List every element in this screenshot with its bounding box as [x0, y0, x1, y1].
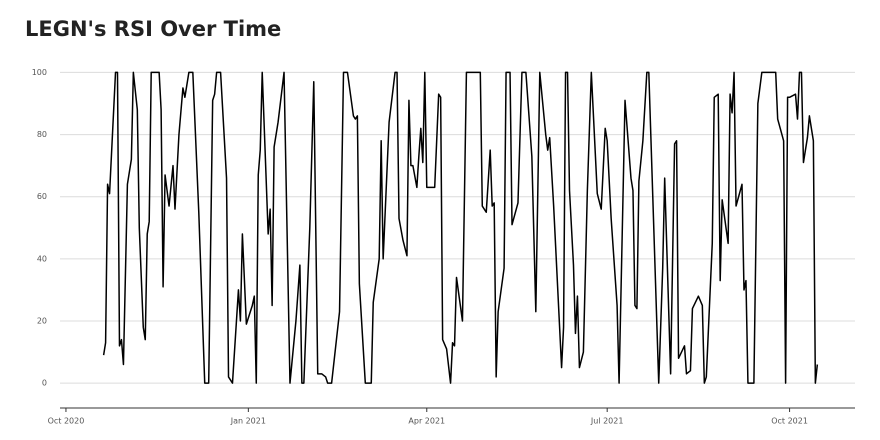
- x-tick-label: Apr 2021: [408, 417, 445, 426]
- x-tick-label: Oct 2020: [48, 417, 85, 426]
- y-tick-label: 60: [37, 192, 47, 201]
- x-tick-label: Jul 2021: [590, 417, 624, 426]
- y-tick-label: 100: [32, 68, 47, 77]
- y-tick-label: 20: [37, 317, 47, 326]
- x-tick-label: Jan 2021: [230, 417, 266, 426]
- y-tick-label: 80: [37, 130, 47, 139]
- x-tick-label: Oct 2021: [771, 417, 808, 426]
- y-tick-label: 0: [42, 379, 47, 388]
- y-tick-label: 40: [37, 254, 47, 263]
- rsi-line: [102, 71, 819, 384]
- chart-title: LEGN's RSI Over Time: [25, 17, 281, 41]
